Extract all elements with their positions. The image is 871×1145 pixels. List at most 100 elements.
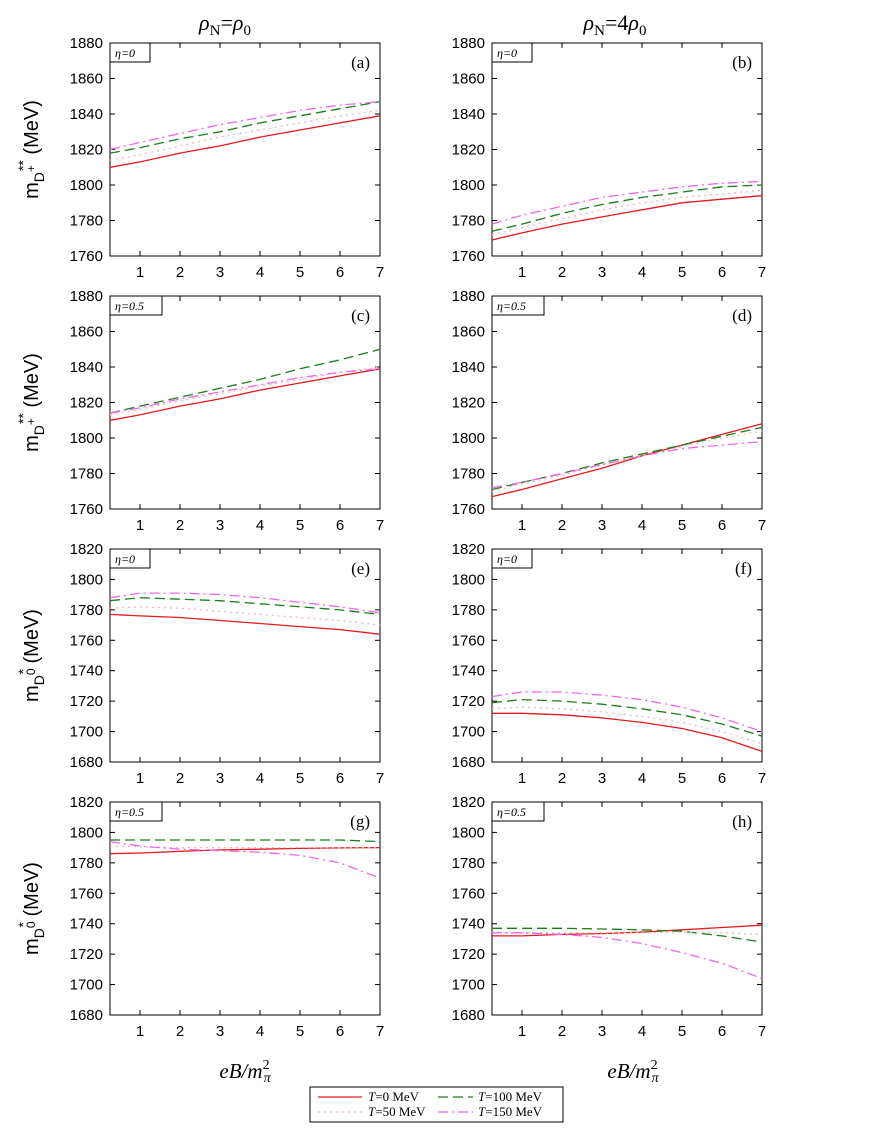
y-tick-label: 1820 — [452, 142, 485, 159]
x-tick-label: 7 — [758, 264, 766, 281]
panel-label-f: (f) — [735, 559, 752, 578]
eta-label-box: η=0.5 — [109, 801, 163, 822]
legend-item-t0: T=0 MeV — [318, 1089, 420, 1104]
eta-label: η=0.5 — [497, 805, 526, 819]
y-tick-label: 1780 — [452, 213, 485, 230]
y-tick-label: 1780 — [70, 855, 103, 872]
y-tick-label: 1700 — [70, 977, 103, 994]
series-line-t-50-mev-g — [109, 845, 380, 849]
y-tick-label: 1760 — [70, 501, 103, 518]
series-line-t-50-mev-c — [109, 366, 381, 416]
series-line-t-50-mev-b — [491, 189, 763, 236]
x-tick-label: 3 — [598, 517, 606, 534]
series-line-t-50-mev-a — [109, 109, 381, 161]
plot-frame-d — [491, 295, 763, 510]
eta-box-frame — [109, 801, 163, 822]
eta-label-box: η=0.5 — [491, 295, 545, 316]
x-tick-label: 7 — [376, 770, 384, 787]
eta-label: η=0.5 — [115, 299, 144, 313]
y-tick-label: 1740 — [452, 663, 485, 680]
x-tick-label: 4 — [638, 264, 646, 281]
x-tick-label: 7 — [376, 264, 384, 281]
y-tick-label: 1780 — [70, 213, 103, 230]
x-tick-label: 5 — [678, 517, 686, 534]
x-tick-label: 1 — [518, 770, 526, 787]
x-tick-label: 1 — [518, 517, 526, 534]
plot-frame-f — [491, 548, 763, 763]
x-axis-label-right: eB/m2 π — [607, 1058, 659, 1086]
panel-label-b: (b) — [732, 53, 752, 72]
y-tick-label: 1880 — [70, 35, 103, 52]
y-tick-label: 1680 — [452, 754, 485, 771]
plot-frame-e — [109, 548, 381, 763]
y-tick-label: 1820 — [70, 395, 103, 412]
y-tick-label: 1860 — [452, 71, 485, 88]
x-tick-label: 1 — [518, 1023, 526, 1040]
eta-box-frame — [491, 42, 533, 63]
y-tick-label: 1820 — [452, 794, 485, 811]
y-tick-label: 1800 — [452, 177, 485, 194]
y-tick-label: 1720 — [452, 946, 485, 963]
series-line-t-0-mev-e — [109, 613, 381, 635]
series-line-t-0-mev-g — [109, 846, 381, 855]
x-tick-label: 4 — [638, 517, 646, 534]
x-tick-label: 2 — [558, 517, 566, 534]
x-axis-label-left: eB/m2 π — [219, 1058, 271, 1086]
series-line-t-0-mev-b — [491, 195, 763, 241]
y-tick-label: 1780 — [452, 466, 485, 483]
y-tick-label: 1720 — [452, 693, 485, 710]
eta-label: η=0 — [497, 46, 517, 60]
x-tick-label: 3 — [598, 264, 606, 281]
x-tick-label: 3 — [216, 1023, 224, 1040]
x-tick-label: 6 — [718, 770, 726, 787]
y-tick-label: 1760 — [452, 885, 485, 902]
y-tick-label: 1780 — [70, 466, 103, 483]
legend-item-t150: T=150 MeV — [438, 1104, 543, 1119]
x-tick-label: 4 — [638, 1023, 646, 1040]
column-header-left: ρN=ρ0 — [198, 10, 251, 39]
panel-b: 1760 1780 1800 1820 1840 1860 1880 1 2 3 4 5 6 7 η=0 (b… — [452, 35, 767, 281]
y-tick-label: 1820 — [452, 395, 485, 412]
x-tick-label: 4 — [256, 517, 264, 534]
series-line-t-150-mev-e — [109, 592, 381, 614]
x-tick-label: 2 — [176, 770, 184, 787]
y-tick-label: 1760 — [452, 632, 485, 649]
panel-d: 1760 1780 1800 1820 1840 1860 1880 1 2 3 4 5 6 7 η=0.5… — [452, 288, 767, 534]
series-line-t-0-mev-h — [492, 924, 763, 937]
series-line-t-0-mev-c — [109, 368, 381, 421]
x-tick-label: 5 — [296, 1023, 304, 1040]
y-axis-label-e: mD0* (MeV) — [15, 609, 47, 702]
x-tick-label: 7 — [758, 1023, 766, 1040]
series-line-t-0-mev-a — [109, 115, 381, 168]
y-tick-label: 1800 — [452, 824, 485, 841]
eta-label: η=0 — [497, 552, 517, 566]
x-tick-label: 3 — [216, 770, 224, 787]
x-tick-label: 5 — [296, 264, 304, 281]
eta-box-frame — [491, 548, 533, 569]
y-tick-label: 1760 — [70, 632, 103, 649]
series-line-t-150-mev-a — [109, 100, 381, 151]
y-tick-label: 1720 — [70, 693, 103, 710]
y-tick-label: 1760 — [70, 248, 103, 265]
y-tick-label: 1780 — [452, 855, 485, 872]
legend-label-t100: T=100 MeV — [478, 1089, 543, 1104]
y-tick-label: 1780 — [452, 602, 485, 619]
y-tick-label: 1680 — [70, 1007, 103, 1024]
eta-label: η=0 — [115, 552, 135, 566]
y-tick-label: 1700 — [452, 977, 485, 994]
y-tick-label: 1680 — [70, 754, 103, 771]
eta-label-box: η=0.5 — [491, 801, 545, 822]
x-tick-label: 4 — [256, 1023, 264, 1040]
x-tick-label: 7 — [376, 1023, 384, 1040]
series-line-t-50-mev-h — [492, 931, 763, 936]
x-tick-label: 1 — [518, 264, 526, 281]
panel-label-h: (h) — [732, 812, 752, 831]
y-tick-label: 1860 — [70, 324, 103, 341]
series-line-t-0-mev-d — [491, 423, 763, 498]
series-line-t-100-mev-b — [491, 184, 763, 232]
y-tick-label: 1820 — [452, 541, 485, 558]
x-tick-label: 5 — [296, 517, 304, 534]
x-tick-label: 5 — [678, 770, 686, 787]
x-tick-label: 5 — [678, 264, 686, 281]
